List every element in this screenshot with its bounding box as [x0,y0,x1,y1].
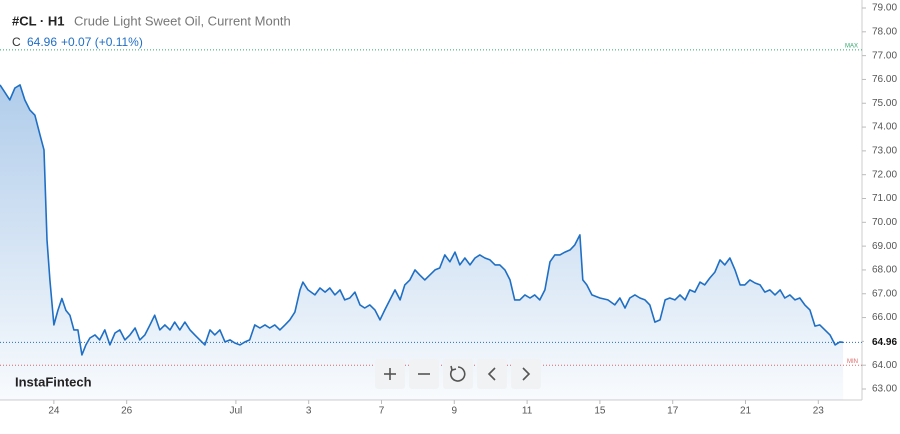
last-price-tag [864,334,900,351]
x-tick-label: 15 [594,406,606,417]
y-tick-label: 63.00 [872,384,897,395]
y-tick-label: 70.00 [872,217,897,228]
prev-button[interactable] [477,359,507,389]
last-price-label: 64.96 [872,337,897,348]
y-tick-label: 75.00 [872,98,897,109]
y-tick-label: 79.00 [872,3,897,14]
x-tick-label: 26 [121,406,133,417]
x-tick-label: 7 [379,406,385,417]
x-tick-label: 21 [740,406,752,417]
nav-buttons [375,359,541,389]
y-tick-label: 68.00 [872,265,897,276]
x-tick-label: 3 [306,406,312,417]
next-button[interactable] [511,359,541,389]
price-line [0,84,844,356]
y-tick-label: 78.00 [872,26,897,37]
y-tick-label: 71.00 [872,193,897,204]
y-tick-label: 76.00 [872,74,897,85]
y-tick-label: 77.00 [872,50,897,61]
y-tick-label: 69.00 [872,241,897,252]
x-tick-label: 24 [48,406,60,417]
min-line-label: MIN [847,359,858,365]
area [0,84,844,401]
x-tick-label: 23 [813,406,825,417]
x-tick-label: 17 [667,406,679,417]
max-line-label: MAX [845,43,858,49]
y-tick-label: 64.00 [872,360,897,371]
quote-change: +0.07 (+0.11%) [61,35,143,49]
x-tick-label: 11 [522,406,533,417]
quote-close: 64.96 [27,35,57,49]
x-tick-label: Jul [229,406,242,417]
y-tick-label: 66.00 [872,312,897,323]
zoom-in-button[interactable] [375,359,405,389]
y-tick-label: 74.00 [872,122,897,133]
y-tick-label: 67.00 [872,288,897,299]
y-tick-label: 73.00 [872,146,897,157]
reset-button[interactable] [443,359,473,389]
quote-label: C [12,35,21,49]
x-tick-label: 9 [452,406,458,417]
symbol: #CL · H1 [12,13,65,28]
watermark: InstaFintech [15,374,92,389]
y-tick-label: 72.00 [872,169,897,180]
zoom-out-button[interactable] [409,359,439,389]
chart-title: Crude Light Sweet Oil, Current Month [74,13,291,28]
